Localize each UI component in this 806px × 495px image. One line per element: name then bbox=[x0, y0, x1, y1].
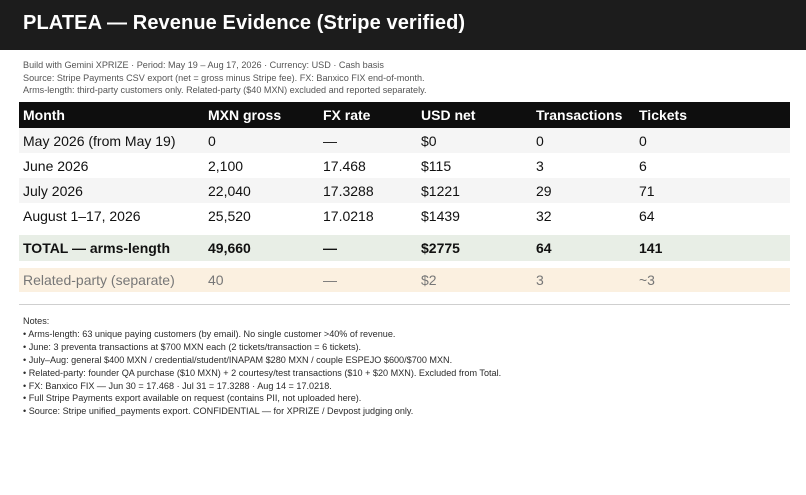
cell-tickets: 64 bbox=[635, 203, 790, 228]
cell-tickets: 6 bbox=[635, 153, 790, 178]
cell-tickets: 0 bbox=[635, 128, 790, 153]
cell-month: May 2026 (from May 19) bbox=[19, 128, 204, 153]
cell-usd-net: $1439 bbox=[417, 203, 532, 228]
column-header-mxn-gross: MXN gross bbox=[204, 102, 319, 128]
note-item: • Full Stripe Payments export available … bbox=[23, 393, 362, 404]
page-title: PLATEA — Revenue Evidence (Stripe verifi… bbox=[23, 12, 466, 34]
related-transactions: 3 bbox=[532, 268, 635, 292]
related-usd-net: $2 bbox=[417, 268, 532, 292]
table-header-row: Month MXN gross FX rate USD net Transact… bbox=[19, 102, 790, 128]
section-divider bbox=[19, 304, 790, 305]
meta-line-armslength: Arms-length: third-party customers only.… bbox=[23, 85, 427, 95]
table-row: May 2026 (from May 19) 0 — $0 0 0 bbox=[19, 128, 790, 153]
revenue-table-container: Month MXN gross FX rate USD net Transact… bbox=[19, 102, 790, 292]
related-party-row: Related-party (separate) 40 — $2 3 ~3 bbox=[19, 268, 790, 292]
table-row: July 2026 22,040 17.3288 $1221 29 71 bbox=[19, 178, 790, 203]
total-label: TOTAL — arms-length bbox=[19, 235, 204, 261]
cell-mxn-gross: 2,100 bbox=[204, 153, 319, 178]
cell-transactions: 29 bbox=[532, 178, 635, 203]
cell-fx-rate: 17.0218 bbox=[319, 203, 417, 228]
cell-month: July 2026 bbox=[19, 178, 204, 203]
cell-mxn-gross: 0 bbox=[204, 128, 319, 153]
cell-fx-rate: 17.3288 bbox=[319, 178, 417, 203]
column-header-usd-net: USD net bbox=[417, 102, 532, 128]
cell-usd-net: $0 bbox=[417, 128, 532, 153]
column-header-transactions: Transactions bbox=[532, 102, 635, 128]
cell-month: June 2026 bbox=[19, 153, 204, 178]
cell-transactions: 32 bbox=[532, 203, 635, 228]
row-spacer bbox=[19, 228, 790, 235]
note-item: • FX: Banxico FIX — Jun 30 = 17.468 · Ju… bbox=[23, 380, 332, 391]
total-row: TOTAL — arms-length 49,660 — $2775 64 14… bbox=[19, 235, 790, 261]
table-row: June 2026 2,100 17.468 $115 3 6 bbox=[19, 153, 790, 178]
cell-transactions: 0 bbox=[532, 128, 635, 153]
related-mxn-gross: 40 bbox=[204, 268, 319, 292]
note-item: • June: 3 preventa transactions at $700 … bbox=[23, 341, 362, 352]
total-tickets: 141 bbox=[635, 235, 790, 261]
cell-transactions: 3 bbox=[532, 153, 635, 178]
cell-usd-net: $1221 bbox=[417, 178, 532, 203]
revenue-table: Month MXN gross FX rate USD net Transact… bbox=[19, 102, 790, 292]
notes-section: Notes: • Arms-length: 63 unique paying c… bbox=[23, 315, 501, 418]
total-transactions: 64 bbox=[532, 235, 635, 261]
cell-mxn-gross: 22,040 bbox=[204, 178, 319, 203]
meta-line-period: Build with Gemini XPRIZE · Period: May 1… bbox=[23, 60, 384, 70]
meta-block: Build with Gemini XPRIZE · Period: May 1… bbox=[0, 50, 806, 97]
column-header-month: Month bbox=[19, 102, 204, 128]
related-fx-rate: — bbox=[319, 268, 417, 292]
cell-mxn-gross: 25,520 bbox=[204, 203, 319, 228]
note-item: • Related-party: founder QA purchase ($1… bbox=[23, 367, 502, 378]
column-header-tickets: Tickets bbox=[635, 102, 790, 128]
table-row: August 1–17, 2026 25,520 17.0218 $1439 3… bbox=[19, 203, 790, 228]
row-spacer bbox=[19, 261, 790, 268]
related-label: Related-party (separate) bbox=[19, 268, 204, 292]
related-tickets: ~3 bbox=[635, 268, 790, 292]
cell-month: August 1–17, 2026 bbox=[19, 203, 204, 228]
page-header: PLATEA — Revenue Evidence (Stripe verifi… bbox=[0, 0, 806, 50]
note-item: • Source: Stripe unified_payments export… bbox=[23, 406, 414, 417]
cell-tickets: 71 bbox=[635, 178, 790, 203]
cell-fx-rate: 17.468 bbox=[319, 153, 417, 178]
notes-heading: Notes: bbox=[23, 316, 50, 326]
note-item: • Arms-length: 63 unique paying customer… bbox=[23, 328, 396, 339]
note-item: • July–Aug: general $400 MXN / credentia… bbox=[23, 354, 453, 365]
total-usd-net: $2775 bbox=[417, 235, 532, 261]
total-fx-rate: — bbox=[319, 235, 417, 261]
meta-line-source: Source: Stripe Payments CSV export (net … bbox=[23, 72, 425, 83]
cell-usd-net: $115 bbox=[417, 153, 532, 178]
cell-fx-rate: — bbox=[319, 128, 417, 153]
total-mxn-gross: 49,660 bbox=[204, 235, 319, 261]
column-header-fx-rate: FX rate bbox=[319, 102, 417, 128]
